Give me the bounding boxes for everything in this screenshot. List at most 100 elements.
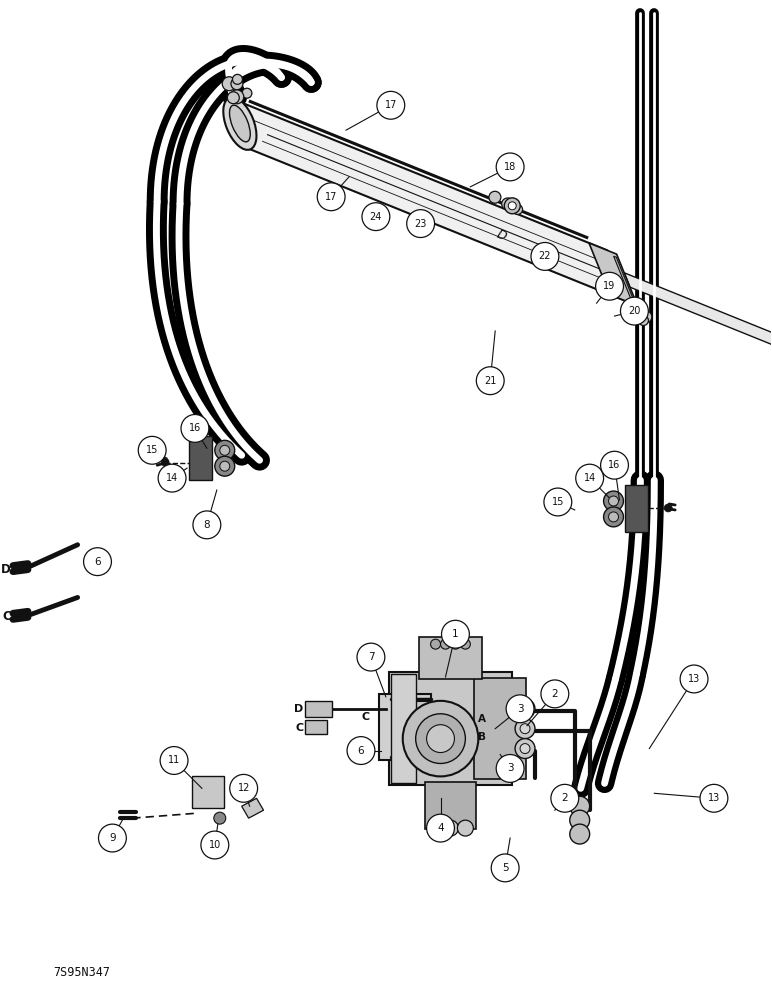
Circle shape (476, 367, 504, 395)
Text: D: D (2, 563, 11, 576)
Circle shape (193, 511, 221, 539)
Circle shape (403, 701, 479, 776)
Text: 12: 12 (238, 783, 250, 793)
Text: 11: 11 (168, 755, 180, 765)
Circle shape (680, 665, 708, 693)
Ellipse shape (223, 97, 256, 150)
Circle shape (222, 77, 236, 91)
FancyBboxPatch shape (418, 637, 482, 679)
Text: 20: 20 (628, 306, 641, 316)
Circle shape (700, 784, 728, 812)
Text: C: C (2, 610, 11, 623)
Text: 15: 15 (552, 497, 564, 507)
Circle shape (427, 814, 455, 842)
Circle shape (496, 755, 524, 782)
Circle shape (161, 458, 169, 466)
Text: 13: 13 (708, 793, 720, 803)
Circle shape (230, 90, 244, 104)
FancyBboxPatch shape (474, 678, 526, 779)
Circle shape (220, 445, 230, 455)
Circle shape (604, 507, 624, 527)
Circle shape (491, 854, 519, 882)
Circle shape (496, 153, 524, 181)
Circle shape (99, 824, 127, 852)
Polygon shape (242, 798, 263, 818)
Text: 23: 23 (415, 219, 427, 229)
Circle shape (158, 464, 186, 492)
Circle shape (640, 311, 652, 323)
Text: 2: 2 (551, 689, 558, 699)
Circle shape (629, 304, 643, 318)
Circle shape (181, 414, 209, 442)
Circle shape (541, 680, 569, 708)
Text: 1: 1 (452, 629, 459, 639)
Circle shape (515, 739, 535, 759)
FancyBboxPatch shape (305, 720, 327, 734)
Circle shape (441, 639, 451, 649)
FancyBboxPatch shape (425, 782, 476, 829)
Circle shape (544, 488, 572, 516)
Circle shape (428, 820, 443, 836)
Circle shape (515, 699, 535, 719)
Circle shape (520, 744, 530, 754)
Text: 5: 5 (502, 863, 509, 873)
Circle shape (215, 440, 235, 460)
Text: D: D (294, 704, 303, 714)
Circle shape (220, 461, 230, 471)
Circle shape (515, 719, 535, 739)
Circle shape (621, 297, 648, 325)
Text: 7: 7 (367, 652, 374, 662)
Circle shape (230, 774, 258, 802)
Text: 2: 2 (561, 793, 568, 803)
Text: B: B (479, 732, 486, 742)
Text: 10: 10 (208, 840, 221, 850)
Circle shape (570, 796, 590, 816)
Circle shape (506, 695, 534, 723)
Circle shape (201, 831, 229, 859)
Circle shape (231, 78, 243, 90)
Text: 13: 13 (688, 674, 700, 684)
Polygon shape (614, 256, 634, 301)
Text: 24: 24 (370, 212, 382, 222)
Circle shape (377, 91, 405, 119)
Circle shape (242, 88, 252, 98)
Circle shape (232, 74, 242, 84)
Polygon shape (192, 776, 224, 808)
Text: 3: 3 (506, 763, 513, 773)
Circle shape (502, 198, 513, 210)
Circle shape (407, 210, 435, 238)
Text: 6: 6 (94, 557, 101, 567)
Circle shape (608, 512, 618, 522)
Text: 6: 6 (357, 746, 364, 756)
Circle shape (442, 820, 459, 836)
FancyBboxPatch shape (305, 701, 332, 717)
Circle shape (520, 704, 530, 714)
Polygon shape (379, 694, 431, 760)
Text: C: C (362, 712, 370, 722)
Text: 16: 16 (189, 423, 201, 433)
Circle shape (442, 620, 469, 648)
Circle shape (570, 824, 590, 844)
Circle shape (431, 639, 441, 649)
Circle shape (531, 242, 559, 270)
Circle shape (458, 820, 473, 836)
Circle shape (551, 784, 579, 812)
Circle shape (596, 272, 624, 300)
Polygon shape (229, 98, 628, 302)
Circle shape (508, 202, 516, 210)
Text: C: C (295, 723, 303, 733)
Circle shape (357, 643, 384, 671)
Circle shape (415, 714, 466, 763)
Text: 17: 17 (325, 192, 337, 202)
Polygon shape (391, 674, 415, 783)
Circle shape (83, 548, 111, 576)
Circle shape (138, 436, 166, 464)
Text: 22: 22 (539, 251, 551, 261)
Circle shape (520, 724, 530, 734)
Circle shape (604, 491, 624, 511)
Text: 4: 4 (437, 823, 444, 833)
Polygon shape (189, 436, 212, 480)
Circle shape (215, 456, 235, 476)
Polygon shape (624, 273, 772, 365)
Circle shape (317, 183, 345, 211)
